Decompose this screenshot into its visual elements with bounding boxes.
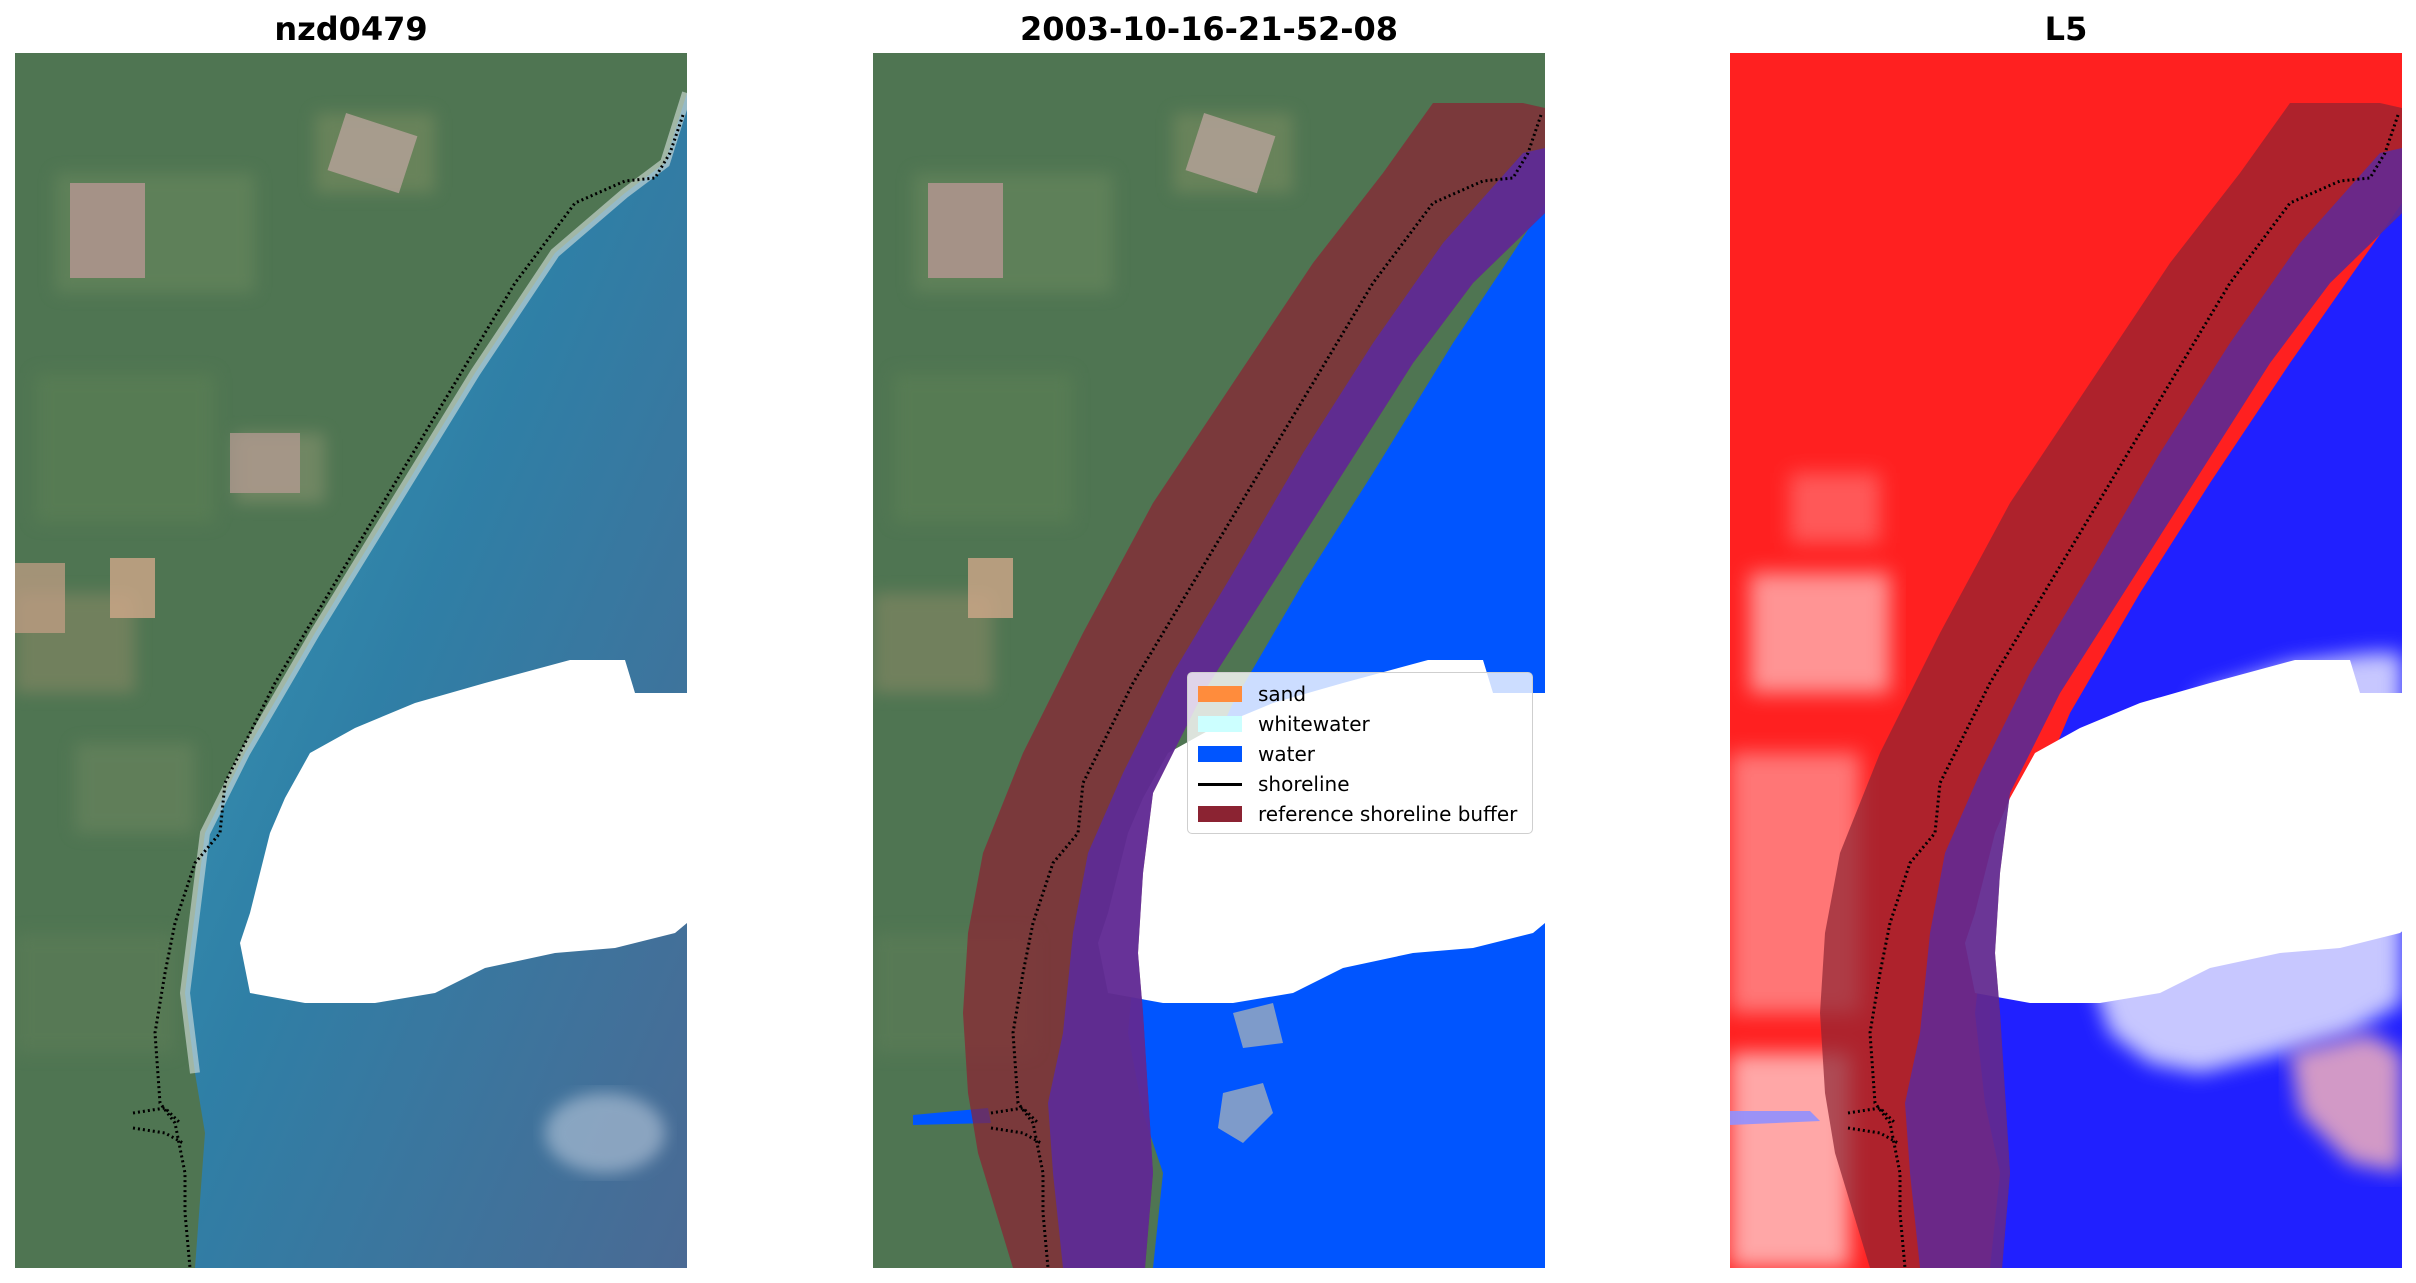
reference-shoreline-buffer-inner xyxy=(1048,148,1545,1268)
index-strip xyxy=(1730,1111,1820,1125)
field-patch xyxy=(70,183,145,278)
index-texture xyxy=(2290,1033,2402,1173)
field-patch xyxy=(1185,113,1276,194)
legend-swatch-water xyxy=(1198,746,1242,762)
field-patch xyxy=(230,433,300,493)
shoreline-branch xyxy=(132,1106,182,1125)
shoreline-branch xyxy=(990,1126,1042,1145)
legend-label: sand xyxy=(1258,682,1307,706)
legend-item-sand: sand xyxy=(1198,679,1522,709)
field-patch xyxy=(928,183,1003,278)
rgb-satellite-panel xyxy=(15,53,687,1268)
legend-item-whitewater: whitewater xyxy=(1198,709,1522,739)
cloud-mask xyxy=(1965,660,2402,1003)
field-patch xyxy=(110,558,155,618)
index-panel xyxy=(1730,53,2402,1268)
legend-swatch-sand xyxy=(1198,686,1242,702)
reference-shoreline-buffer-inner xyxy=(1905,148,2402,1268)
legend-swatch-shoreline xyxy=(1198,782,1242,786)
panel-title-classification: 2003-10-16-21-52-08 xyxy=(1019,10,1399,48)
legend-label: whitewater xyxy=(1258,712,1370,736)
shoreline-branch xyxy=(1847,1126,1899,1145)
field-patch xyxy=(968,558,1013,618)
beach-strip xyxy=(179,91,687,1074)
classification-panel xyxy=(873,53,1545,1268)
haze xyxy=(545,1093,665,1173)
legend-swatch-whitewater xyxy=(1198,716,1242,732)
legend-swatch-buffer xyxy=(1198,806,1242,822)
unclassified-patch xyxy=(1218,1083,1273,1143)
legend: sand whitewater water shoreline referenc… xyxy=(1187,672,1533,834)
unclassified-patch xyxy=(1233,1003,1283,1048)
legend-item-water: water xyxy=(1198,739,1522,769)
legend-label: shoreline xyxy=(1258,772,1350,796)
panel-title-image: nzd0479 xyxy=(274,10,428,48)
legend-item-buffer: reference shoreline buffer xyxy=(1198,799,1522,829)
shoreline-branch xyxy=(990,1106,1040,1125)
shoreline-branch xyxy=(132,1126,184,1145)
cloud-mask xyxy=(240,660,687,1003)
legend-label: reference shoreline buffer xyxy=(1258,802,1518,826)
legend-label: water xyxy=(1258,742,1315,766)
legend-item-shoreline: shoreline xyxy=(1198,769,1522,799)
shoreline-branch xyxy=(1847,1106,1897,1125)
panel-title-index: L5 xyxy=(2044,10,2088,48)
field-patch xyxy=(327,113,418,194)
field-patch xyxy=(15,563,65,633)
